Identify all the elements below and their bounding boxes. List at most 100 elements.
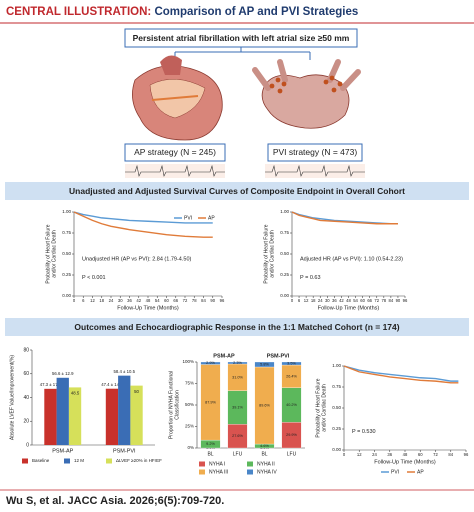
x-tick-label: 90 [210,298,215,303]
value-label: 26.4% [286,374,297,378]
y-tick-label: 80 [23,347,29,353]
survival-curve [343,365,459,384]
x-tick-label: 84 [389,298,394,303]
x-tick-label: 48 [403,452,408,457]
value-label: 29.9% [286,433,297,437]
y-tick-label: 0.50 [280,251,289,256]
x-tick-label: 84 [448,452,453,457]
x-tick-label: 54 [155,298,160,303]
value-label: 40.2% [286,403,297,407]
y-tick-label: 0.25 [332,426,341,431]
x-tick-label: 72 [183,298,188,303]
citation: Wu S, et al. JACC Asia. 2026;6(5):709-72… [6,495,224,507]
value-label: 56.6 ± 12.9 [52,371,74,376]
survival-curve [343,365,459,382]
survival-curve [291,211,398,225]
value-label: 4.6% [260,444,269,448]
x-tick-label: 66 [367,298,372,303]
x-tick-label: 18 [311,298,316,303]
value-label: 50 [134,389,139,394]
legend-label: ΔLVEF ≥20% in HFrEF [116,458,162,463]
legend-label: NYHA IV [257,469,277,475]
y-tick-label: 20 [23,419,29,425]
legend-label: 12 M [74,458,84,463]
bar [118,375,131,445]
x-tick-label: 48 [346,298,351,303]
x-tick-label: 90 [396,298,401,303]
y-axis-label: and/or Cardiac Death [51,230,57,278]
value-label: 48.5 [71,391,80,396]
y-tick-label: 1.00 [62,209,71,214]
x-tick-label: 96 [220,298,225,303]
header-title: Comparison of AP and PVI Strategies [154,6,358,18]
y-tick-label: 0.75 [280,230,289,235]
strategy-box [267,143,363,162]
x-tick-label: 96 [464,452,469,457]
x-tick-label: LFU [287,451,297,457]
y-axis-label: Absolute LVEF Value/Improvement(%) [9,355,15,440]
x-tick-label: PSM-AP [52,448,73,454]
y-tick-label: 0.00 [280,293,289,298]
value-label: 47.3 ± 17.5 [40,382,62,387]
y-tick-label: 0 [26,442,29,448]
y-axis-label: Probability of Heart Failure [45,224,51,283]
value-label: 2.9% [206,361,215,365]
y-tick-label: 50% [185,402,194,407]
legend-swatch [247,461,253,467]
group-label: PSM-AP [213,353,235,359]
y-tick-label: 0.75 [332,384,341,389]
legend-swatch [247,469,253,475]
stacked-segment [227,361,248,365]
value-label: 3.5% [287,362,296,366]
x-tick-label: 12 [357,452,362,457]
x-tick-label: 6 [298,298,301,303]
heart-illustration-ap [132,55,223,141]
x-tick-label: BL [261,451,267,457]
x-tick-label: 42 [339,298,344,303]
x-tick-label: 96 [403,298,408,303]
bar [56,377,69,445]
y-tick-label: 0.75 [62,230,71,235]
value-label: 39.1% [232,405,243,409]
legend-swatch [22,458,28,464]
annotation: P = 0.63 [300,275,321,281]
x-tick-label: 54 [353,298,358,303]
x-axis-label: Follow-Up Time (Months) [117,305,179,311]
y-axis-label: Probability of Heart Failure [263,224,269,283]
x-tick-label: 36 [387,452,392,457]
header: CENTRAL ILLUSTRATION: Comparison of AP a… [6,6,358,18]
value-label: 89.6% [259,404,270,408]
survival-curve [73,211,213,224]
x-axis-label: Follow-Up Time (Months) [318,305,380,311]
x-tick-label: 42 [136,298,141,303]
legend-label: Baseline [32,458,50,463]
annotation: P = 0.530 [352,429,376,435]
value-label: 58.4 ± 10.5 [114,369,136,374]
legend-label: PVI [184,215,192,221]
heart-illustration-pvi [252,59,361,129]
x-tick-label: 30 [325,298,330,303]
y-axis-label: Probability of Heart Failure [315,378,321,437]
legend-label: AP [417,469,424,475]
x-tick-label: 66 [173,298,178,303]
group-label: PSM-PVI [267,353,290,359]
legend-label: AP [208,215,215,221]
x-tick-label: BL [207,451,213,457]
value-label: 2.3% [233,361,242,365]
x-tick-label: 12 [90,298,95,303]
x-tick-label: 24 [109,298,114,303]
bar [44,388,57,445]
y-axis-label: and/or Cardiac Death [269,230,275,278]
section-banner [5,182,469,200]
y-tick-label: 100% [182,359,194,364]
strategy-box [124,143,226,162]
annotation: P < 0.001 [82,275,106,281]
annotation: Adjusted HR (AP vs PVI): 1.10 (0.54-2.23… [300,256,403,262]
x-tick-label: 60 [164,298,169,303]
y-tick-label: 0.25 [62,272,71,277]
bar [105,388,119,445]
y-tick-label: 40 [23,395,29,401]
y-tick-label: 75% [185,381,194,386]
